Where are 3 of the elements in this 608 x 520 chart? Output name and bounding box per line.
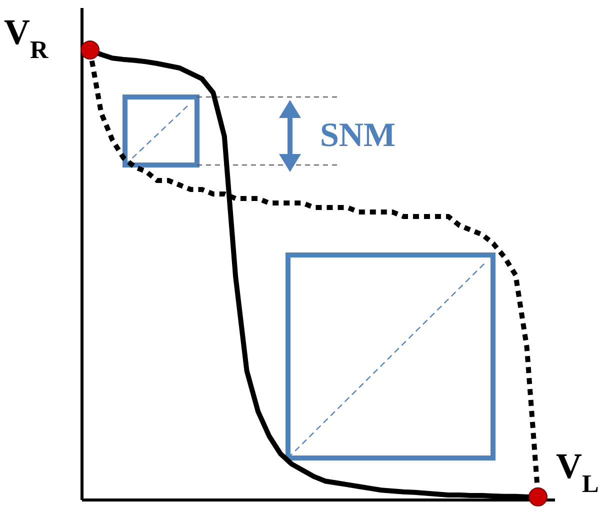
y-axis-title: V$_{R}$ xyxy=(4,12,49,64)
x-axis-title: V$_{L}$ xyxy=(556,446,599,498)
annotation: SNM xyxy=(320,117,396,154)
